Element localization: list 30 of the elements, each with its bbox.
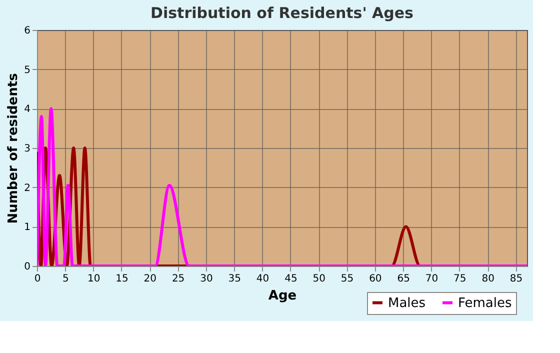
x-tick-label: 10 xyxy=(87,274,100,284)
x-tick-label: 20 xyxy=(144,274,157,284)
x-axis-title: Age xyxy=(268,288,297,304)
x-tick-label: 35 xyxy=(228,274,241,284)
y-tick-label: 2 xyxy=(24,182,30,194)
x-tick-label: 5 xyxy=(62,274,69,284)
x-tick-label: 30 xyxy=(200,274,213,284)
x-tick-label: 60 xyxy=(369,274,382,284)
legend-label: Females xyxy=(458,296,512,311)
x-tick-label: 85 xyxy=(510,274,523,284)
y-tick-label: 3 xyxy=(24,144,30,154)
x-tick-label: 80 xyxy=(482,274,494,284)
y-tick-label: 4 xyxy=(24,104,30,116)
y-tick-label: 1 xyxy=(24,222,30,234)
x-tick-label: 40 xyxy=(256,274,270,284)
x-tick-label: 75 xyxy=(454,274,466,284)
x-tick-label: 70 xyxy=(425,274,438,284)
x-tick-label: 0 xyxy=(34,274,41,284)
chart-title: Distribution of Residents' Ages xyxy=(150,4,414,22)
x-tick-label: 55 xyxy=(340,274,354,284)
x-tick-label: 25 xyxy=(172,274,185,284)
x-tick-label: 50 xyxy=(312,274,326,284)
y-tick-label: 5 xyxy=(24,64,30,76)
y-axis-title: Number of residents xyxy=(6,72,22,224)
x-tick-label: 65 xyxy=(397,274,410,284)
y-tick-label: 0 xyxy=(24,262,30,272)
y-tick-label: 6 xyxy=(24,26,30,36)
x-tick-label: 15 xyxy=(116,274,128,284)
legend-label: Males xyxy=(388,296,426,311)
x-tick-label: 45 xyxy=(284,274,298,284)
